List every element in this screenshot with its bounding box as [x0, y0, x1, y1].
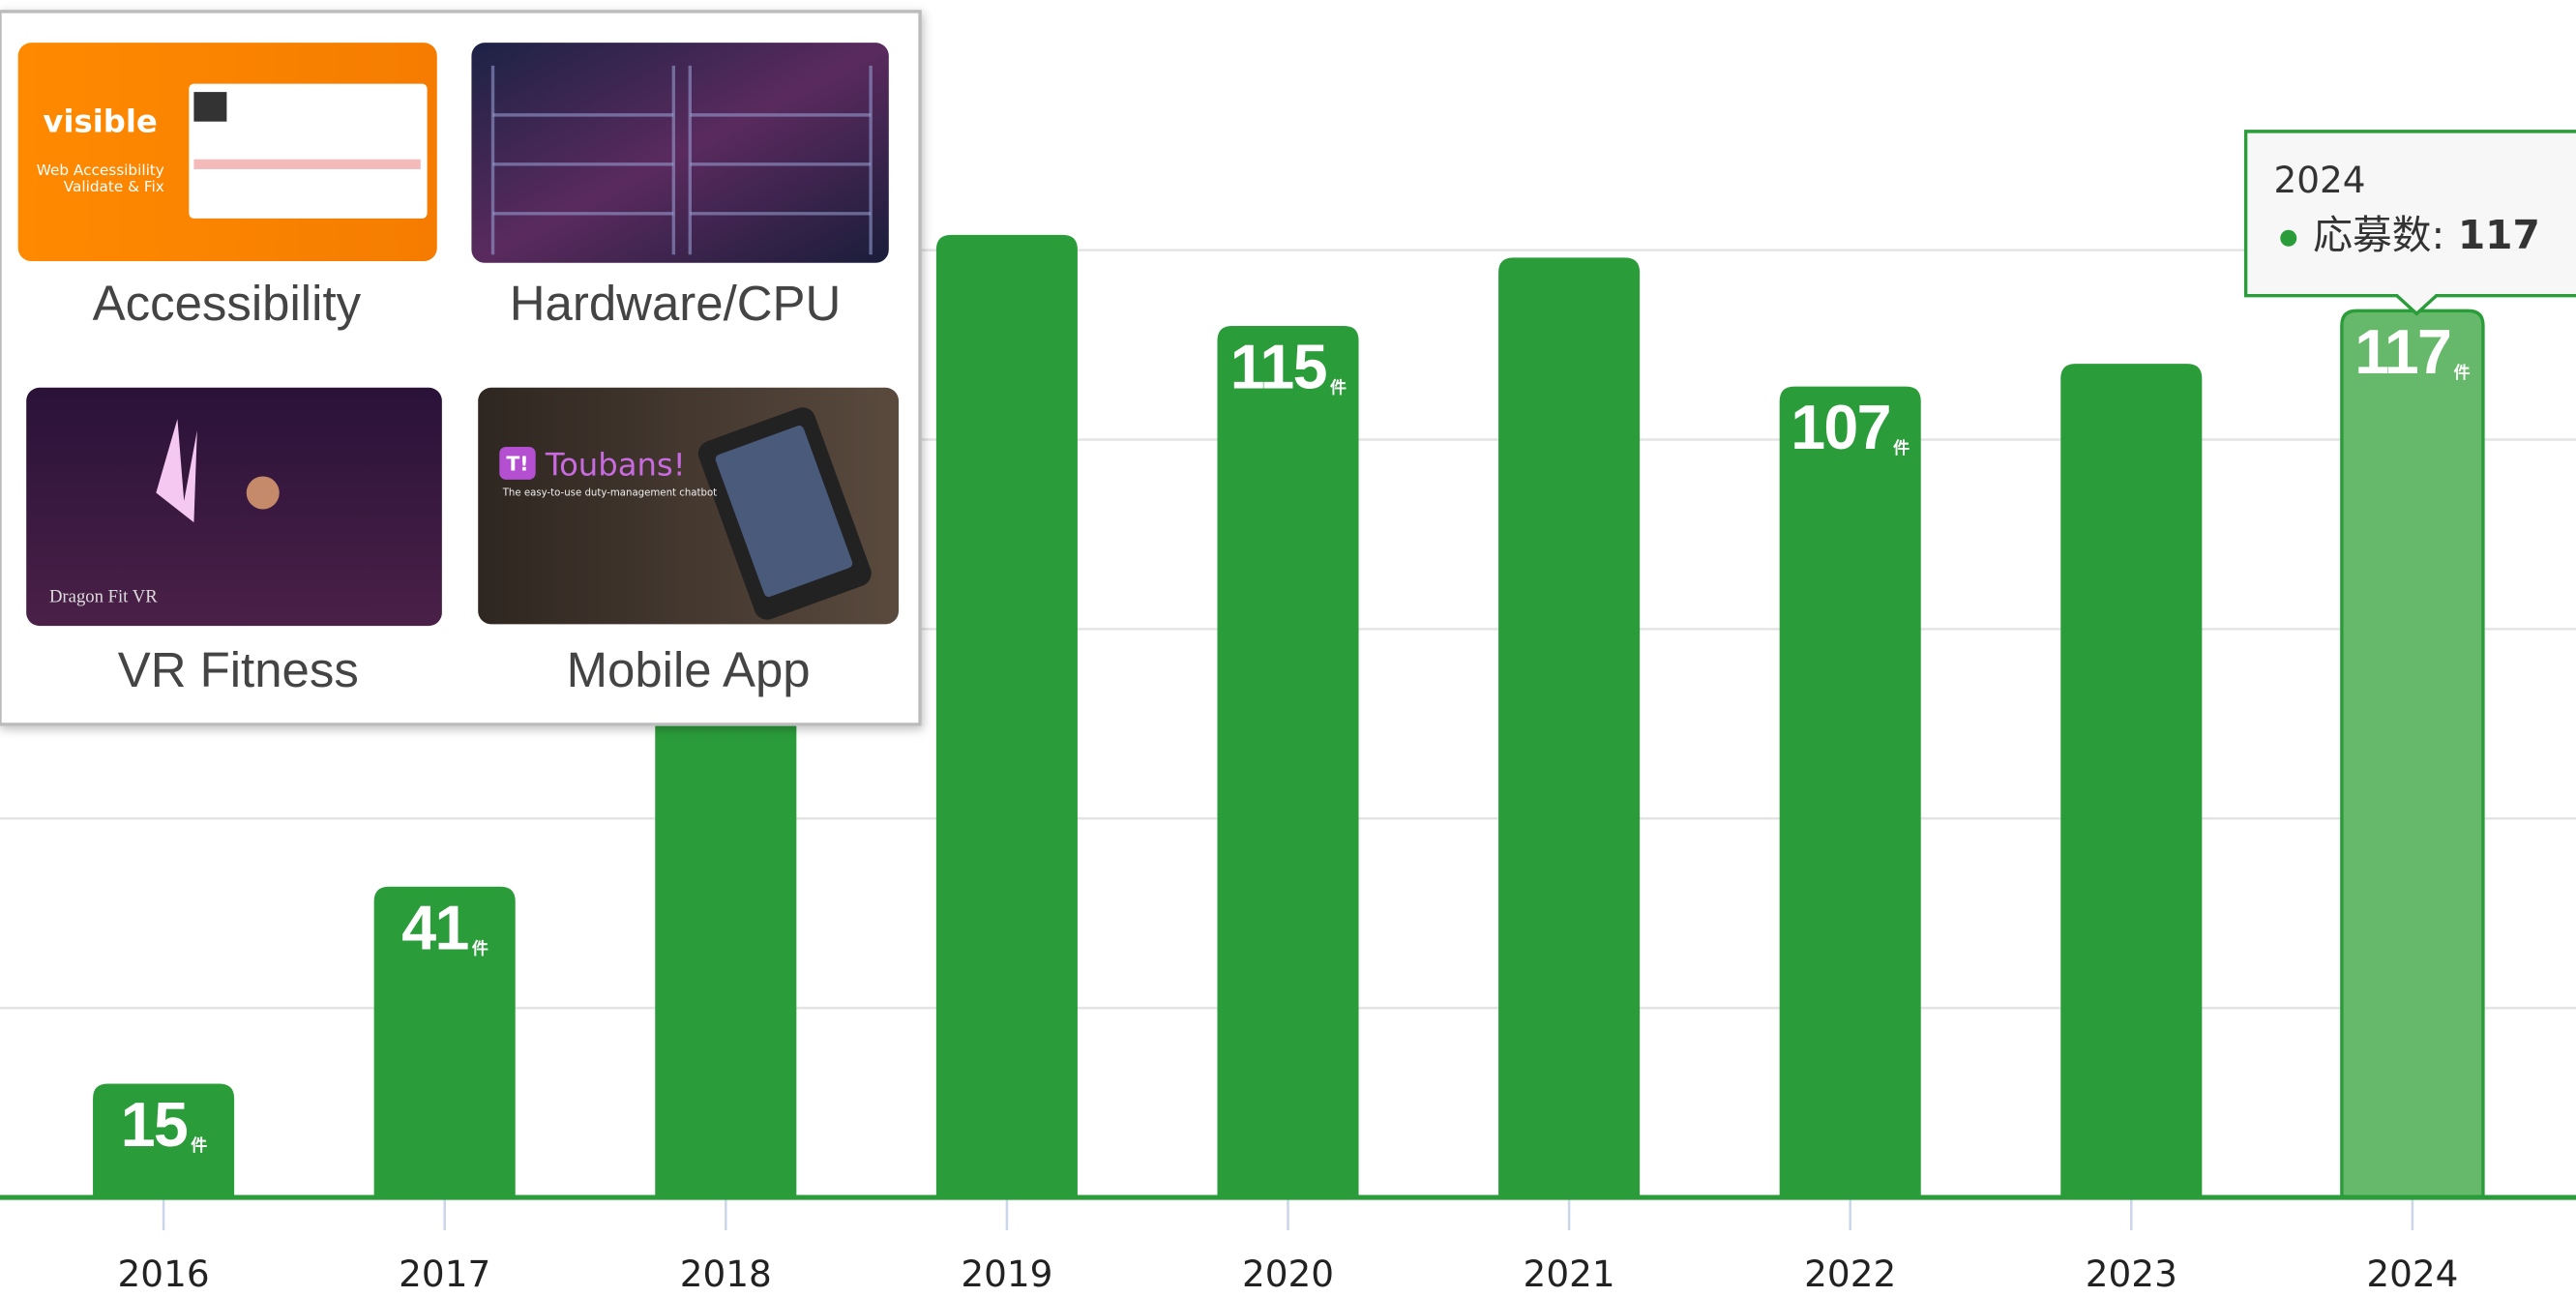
- data-label-unit: 件: [1893, 438, 1910, 458]
- image-text: Dragon Fit VR: [49, 586, 158, 606]
- bar: [936, 235, 1078, 1197]
- image-text: visible: [43, 103, 157, 139]
- tooltip-value: 117: [2458, 212, 2540, 258]
- data-label-unit: 件: [1330, 377, 1347, 398]
- data-label-unit: 件: [191, 1135, 207, 1156]
- x-tick-label: 2020: [1242, 1253, 1334, 1295]
- tooltip: 2024 応募数: 117: [2246, 132, 2576, 314]
- x-tick-label: 2024: [2366, 1253, 2458, 1295]
- tooltip-label: 応募数:: [2313, 212, 2444, 258]
- x-tick-label: 2023: [2086, 1253, 2177, 1295]
- x-tick-label: 2017: [399, 1253, 490, 1295]
- x-tick-label: 2019: [961, 1253, 1052, 1295]
- image-text: Validate & Fix: [64, 178, 164, 195]
- bar: [2060, 364, 2202, 1197]
- data-label: 107: [1791, 393, 1890, 462]
- image-text: The easy-to-use duty-management chatbot: [502, 487, 717, 498]
- tooltip-title: 2024: [2273, 159, 2365, 201]
- bar: [1498, 257, 1640, 1197]
- thumbnail[interactable]: [471, 43, 888, 263]
- thumbnail-detail: [193, 160, 420, 169]
- image-text: T!: [506, 453, 528, 476]
- bar: [2342, 310, 2483, 1197]
- data-label-unit: 件: [472, 938, 489, 958]
- x-tick-label: 2021: [1524, 1253, 1615, 1295]
- thumbnail-detail: [193, 92, 226, 122]
- caption: Mobile App: [567, 642, 811, 697]
- bar: [1217, 326, 1358, 1197]
- thumbnail-detail: [247, 477, 280, 510]
- caption: Accessibility: [93, 276, 362, 331]
- data-label: 115: [1230, 333, 1327, 402]
- tooltip-dot: [2280, 230, 2296, 247]
- x-tick-label: 2016: [118, 1253, 210, 1295]
- chart: 201620172018201920202021202220232024 15件…: [0, 0, 2576, 1297]
- caption: VR Fitness: [118, 642, 359, 697]
- data-label: 15: [121, 1090, 188, 1160]
- bar: [1780, 387, 1921, 1197]
- overlay-panel: visible Web Accessibility Validate & Fix…: [0, 12, 920, 724]
- x-tick-label: 2018: [680, 1253, 772, 1295]
- data-label: 41: [401, 893, 468, 962]
- x-axis: 2016 2017 2018 2019 2020 2021 2022 2023 2024: [0, 1197, 2576, 1295]
- x-tick-label: 2022: [1804, 1253, 1896, 1295]
- page: {"chart_data": {"type": "bar", "categori…: [0, 0, 2576, 1297]
- image-text: Toubans!: [545, 446, 686, 483]
- caption: Hardware/CPU: [510, 276, 842, 331]
- data-label: 117: [2354, 317, 2450, 387]
- image-text: Web Accessibility: [37, 162, 164, 179]
- data-label-unit: 件: [2454, 363, 2471, 383]
